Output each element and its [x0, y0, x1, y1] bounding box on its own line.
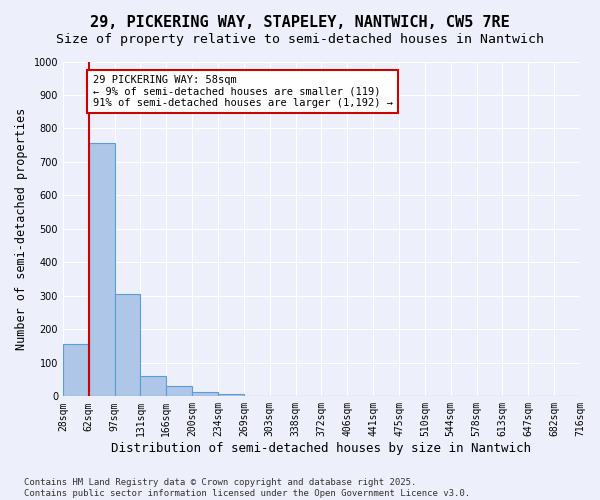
Bar — [63, 344, 89, 397]
Text: 29 PICKERING WAY: 58sqm
← 9% of semi-detached houses are smaller (119)
91% of se: 29 PICKERING WAY: 58sqm ← 9% of semi-det… — [92, 75, 392, 108]
Bar — [140, 376, 166, 396]
Bar — [192, 392, 218, 396]
Text: Contains HM Land Registry data © Crown copyright and database right 2025.
Contai: Contains HM Land Registry data © Crown c… — [24, 478, 470, 498]
Y-axis label: Number of semi-detached properties: Number of semi-detached properties — [15, 108, 28, 350]
Bar — [218, 394, 244, 396]
Text: Size of property relative to semi-detached houses in Nantwich: Size of property relative to semi-detach… — [56, 32, 544, 46]
Bar — [89, 142, 115, 396]
Text: 29, PICKERING WAY, STAPELEY, NANTWICH, CW5 7RE: 29, PICKERING WAY, STAPELEY, NANTWICH, C… — [90, 15, 510, 30]
X-axis label: Distribution of semi-detached houses by size in Nantwich: Distribution of semi-detached houses by … — [112, 442, 532, 455]
Bar — [166, 386, 192, 396]
Bar — [115, 294, 140, 396]
